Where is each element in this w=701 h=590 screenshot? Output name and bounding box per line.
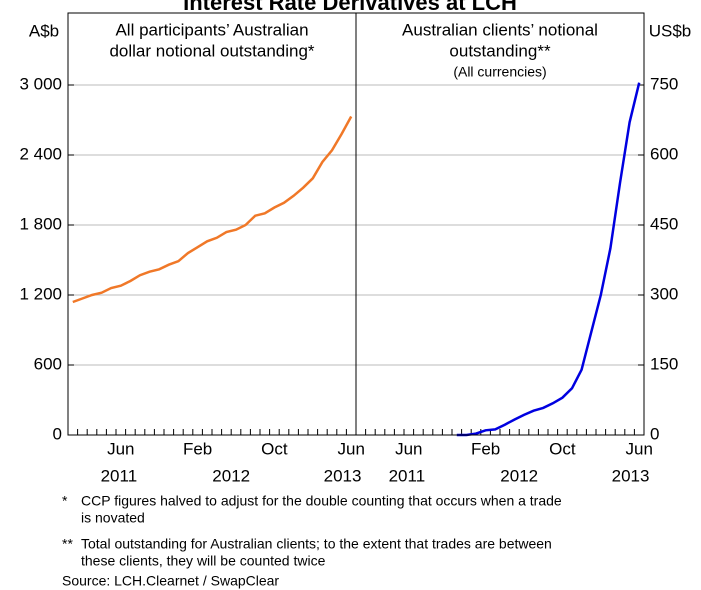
y-tick-label: 750 — [650, 74, 678, 93]
footnote: CCP figures halved to adjust for the dou… — [81, 493, 562, 509]
chart-title: Interest Rate Derivatives at LCH — [183, 0, 517, 15]
x-tick-label: Oct — [549, 439, 576, 458]
footnote-marker: ** — [62, 536, 73, 552]
x-year-label: 2012 — [212, 466, 250, 485]
x-tick-label: Jun — [107, 439, 134, 458]
data-line — [456, 82, 641, 437]
y-tick-label: 600 — [650, 144, 678, 163]
data-line — [72, 115, 353, 304]
x-tick-label: Jun — [625, 439, 652, 458]
y-tick-label: 3 000 — [19, 74, 62, 93]
x-tick-label: Jun — [395, 439, 422, 458]
footnote-marker: * — [62, 493, 68, 509]
x-year-label: 2013 — [324, 466, 362, 485]
y-axis-label: US$b — [649, 21, 692, 40]
x-tick-label: Feb — [471, 439, 500, 458]
y-axis-label: A$b — [29, 21, 59, 40]
y-tick-label: 300 — [650, 284, 678, 303]
footnote: these clients, they will be counted twic… — [81, 553, 326, 569]
panel-title: (All currencies) — [453, 64, 546, 80]
y-tick-label: 2 400 — [19, 144, 62, 163]
y-tick-label: 150 — [650, 354, 678, 373]
panel-title: outstanding** — [449, 41, 551, 60]
x-tick-label: Jun — [337, 439, 364, 458]
y-tick-label: 1 200 — [19, 284, 62, 303]
x-year-label: 2011 — [101, 466, 138, 485]
x-year-label: 2013 — [612, 466, 650, 485]
panel-title: dollar notional outstanding* — [109, 41, 314, 60]
y-tick-label: 450 — [650, 214, 678, 233]
y-tick-label: 0 — [53, 424, 62, 443]
panel-title: All participants’ Australian — [115, 20, 308, 39]
footnote: is novated — [81, 510, 145, 526]
y-tick-label: 1 800 — [19, 214, 62, 233]
footnote: Total outstanding for Australian clients… — [81, 536, 552, 552]
x-year-label: 2012 — [500, 466, 538, 485]
panel-title: Australian clients’ notional — [402, 20, 598, 39]
y-tick-label: 0 — [650, 424, 659, 443]
source: Source: LCH.Clearnet / SwapClear — [62, 573, 279, 589]
x-tick-label: Oct — [261, 439, 288, 458]
x-year-label: 2011 — [389, 466, 426, 485]
y-tick-label: 600 — [34, 354, 62, 373]
x-tick-label: Feb — [183, 439, 212, 458]
